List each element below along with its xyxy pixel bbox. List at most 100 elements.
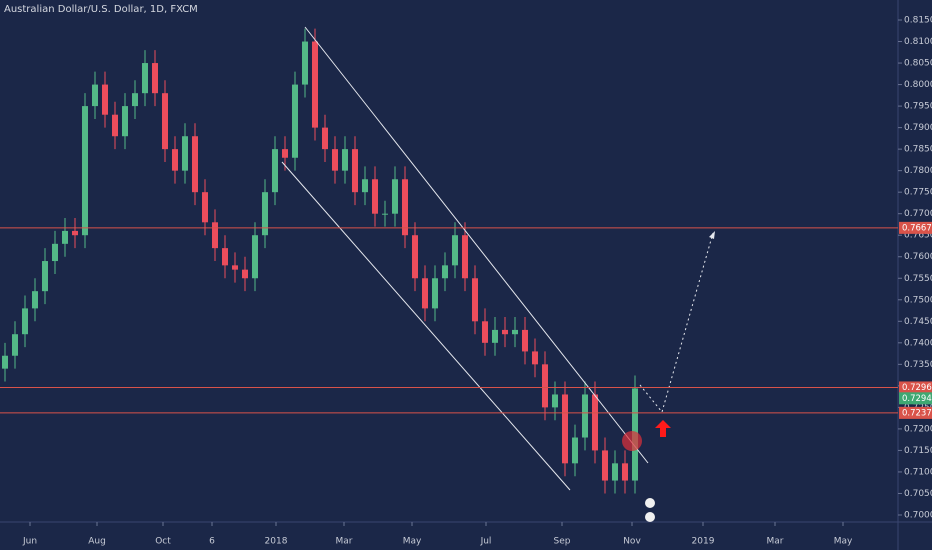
candle-body (112, 114, 118, 137)
up-arrow (655, 420, 671, 437)
y-tick-label: 0.80000 (904, 80, 932, 90)
projection (639, 232, 714, 414)
y-tick-label: 0.81500 (904, 16, 932, 26)
candle-body (222, 248, 228, 266)
y-tick-label: 0.72000 (904, 424, 932, 434)
candle-body (242, 269, 248, 279)
y-tick-label: 0.75500 (904, 274, 932, 284)
candle-body (202, 192, 208, 223)
candle-body (552, 394, 558, 408)
candle-body (92, 84, 98, 107)
candle-body (402, 179, 408, 236)
last-price-tag (899, 392, 932, 405)
candle-body (182, 136, 188, 171)
level-tag (899, 381, 932, 394)
candle-body (42, 261, 48, 292)
level-label: 0.72963 (902, 383, 932, 393)
candle-body (232, 265, 238, 270)
candle-body (532, 351, 538, 365)
y-tick-label: 0.70000 (904, 510, 932, 520)
candle-body (62, 230, 68, 244)
candle-body (322, 127, 328, 150)
candle-body (152, 63, 158, 94)
candle-body (212, 222, 218, 249)
channel-upper (304, 26, 649, 464)
y-tick-label: 0.70500 (904, 489, 932, 499)
level-tag (899, 221, 932, 234)
candle-body (282, 149, 288, 158)
y-tick-label: 0.78000 (904, 166, 932, 176)
candle-body (422, 278, 428, 309)
candle-body (262, 192, 268, 236)
y-tick-label: 0.74000 (904, 338, 932, 348)
y-tick-label: 0.71000 (904, 467, 932, 477)
candle-body (192, 136, 198, 193)
candle-body (292, 84, 298, 158)
candle-body (312, 41, 318, 128)
x-tick-label: May (834, 537, 853, 547)
candle-body (352, 149, 358, 193)
candle-body (382, 213, 388, 215)
candle-body (172, 149, 178, 171)
candle-body (492, 329, 498, 343)
candle-body (72, 230, 78, 236)
y-tick-label: 0.77000 (904, 209, 932, 219)
candle-body (502, 329, 508, 335)
candle-body (1, 355, 8, 369)
x-tick-label: Jul (480, 537, 492, 547)
y-tick-label: 0.76000 (904, 252, 932, 262)
highlight-circle (622, 431, 642, 451)
y-tick-label: 0.79500 (904, 102, 932, 112)
candle-body (512, 329, 518, 335)
x-tick-label: Oct (155, 537, 171, 547)
candle-body (432, 278, 438, 309)
candle-body (162, 93, 168, 150)
x-tick-label: Mar (767, 537, 784, 547)
candle-body (302, 41, 308, 85)
level-label: 0.72372 (902, 408, 932, 418)
x-tick-label: 2019 (692, 537, 715, 547)
x-tick-label: Nov (623, 537, 641, 547)
y-tick-label: 0.71500 (904, 446, 932, 456)
candle-body (102, 84, 108, 115)
y-tick-label: 0.74500 (904, 317, 932, 327)
candle-body (482, 321, 488, 343)
candle-body (582, 394, 588, 438)
x-tick-label: Aug (88, 537, 106, 547)
chart-title: Australian Dollar/U.S. Dollar, 1D, FXCM (4, 4, 198, 15)
last-price-label: 0.72943 (902, 394, 932, 404)
y-tick-label: 0.80500 (904, 59, 932, 69)
candle-body (332, 149, 338, 171)
candle-body (12, 334, 18, 356)
candle-body (32, 291, 38, 309)
candle-body (472, 278, 478, 322)
projection-head (709, 231, 715, 239)
candle-body (122, 106, 128, 137)
candle-body (622, 463, 628, 481)
channel-lower (281, 161, 571, 491)
candle-body (442, 265, 448, 279)
candle-body (452, 235, 458, 266)
x-tick-label: Sep (554, 537, 571, 547)
candle-body (132, 93, 138, 107)
candle-body (522, 329, 528, 352)
candle-body (412, 235, 418, 279)
event-icon (645, 498, 655, 508)
x-tick-label: May (403, 537, 422, 547)
y-tick-label: 0.79000 (904, 123, 932, 133)
candle-body (272, 149, 278, 193)
level-tag (899, 406, 932, 419)
x-tick-label: 6 (209, 537, 215, 547)
candle-body (462, 235, 468, 279)
candle-body (252, 235, 258, 279)
candle-body (342, 149, 348, 171)
candle-body (612, 463, 618, 481)
y-tick-label: 0.78500 (904, 145, 932, 155)
x-tick-label: 2018 (265, 537, 288, 547)
y-tick-label: 0.77500 (904, 188, 932, 198)
candle-body (82, 106, 88, 236)
candle-body (542, 364, 548, 408)
x-tick-label: Jun (22, 537, 37, 547)
y-tick-label: 0.76500 (904, 231, 932, 241)
